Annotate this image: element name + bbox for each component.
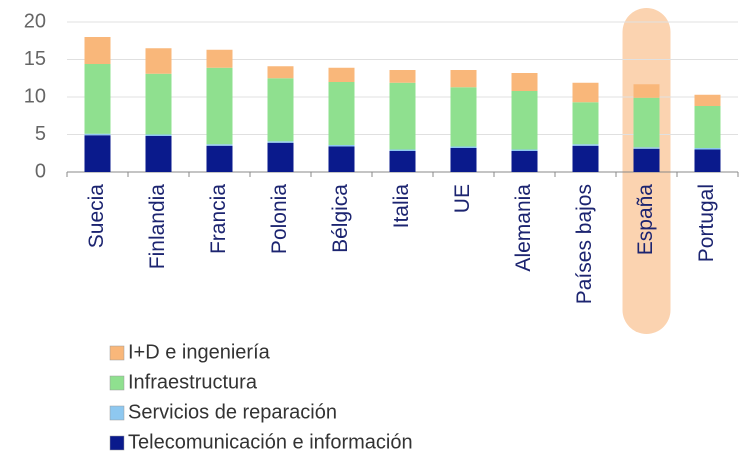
bar-segment (145, 134, 172, 136)
bar-segment (511, 73, 538, 91)
x-tick-label: UE (451, 184, 474, 213)
bar-segment (389, 149, 416, 151)
y-tick-label: 10 (24, 85, 46, 107)
bar-segment (633, 148, 660, 172)
bar-segment (206, 67, 233, 145)
bar-segment (84, 135, 111, 172)
bar-segment (572, 144, 599, 146)
bar-segment (145, 136, 172, 172)
bar-segment (389, 151, 416, 172)
y-tick-label: 5 (35, 123, 46, 145)
x-tick-label: Portugal (695, 184, 718, 262)
bar-segment (389, 70, 416, 83)
x-tick-label: Italia (390, 184, 413, 229)
bar-segment (511, 151, 538, 172)
x-tick-label: Suecia (85, 184, 108, 249)
bar-segment (84, 133, 111, 136)
bar-segment (206, 145, 233, 172)
bar-segment (84, 37, 111, 64)
legend-label: Telecomunicación e información (128, 431, 413, 453)
bar-segment (694, 94, 721, 106)
x-tick-label: Finlandia (146, 184, 169, 270)
bar-segment (633, 84, 660, 98)
bar-segment (145, 48, 172, 74)
bar-segment (511, 91, 538, 150)
bar-segment (328, 146, 355, 172)
bar-segment (389, 82, 416, 150)
bar-segment (511, 149, 538, 151)
bar-segment (328, 145, 355, 147)
bar-segment (633, 97, 660, 148)
bar-segment (145, 73, 172, 135)
legend-swatch (109, 375, 125, 391)
bar-segment (633, 147, 660, 149)
bar-segment (572, 145, 599, 172)
bar-segment (694, 149, 721, 172)
bar-segment (267, 142, 294, 172)
legend-label: Infraestructura (128, 371, 258, 393)
y-tick-label: 15 (24, 48, 46, 70)
y-tick-label: 0 (35, 160, 46, 182)
x-tick-label: España (634, 184, 657, 256)
bar-segment (267, 66, 294, 79)
bar-segment (450, 148, 477, 172)
y-tick-label: 20 (24, 10, 46, 32)
x-tick-label: Polonia (268, 184, 291, 254)
bar-segment (572, 82, 599, 103)
legend-label: Servicios de reparación (128, 401, 337, 423)
bar-segment (267, 141, 294, 143)
bar-segment (328, 82, 355, 145)
legend-swatch (109, 345, 125, 361)
bar-segment (694, 106, 721, 148)
legend-swatch (109, 405, 125, 421)
x-tick-label: Alemania (512, 184, 535, 272)
bar-segment (450, 87, 477, 147)
bar-segment (450, 70, 477, 88)
bar-segment (84, 64, 111, 134)
x-tick-label: Países bajos (573, 184, 596, 304)
bar-segment (694, 148, 721, 150)
x-tick-label: Francia (207, 184, 230, 254)
bar-segment (267, 78, 294, 142)
bar-segment (572, 102, 599, 145)
bar-segment (328, 67, 355, 82)
legend-label: I+D e ingeniería (128, 341, 271, 363)
bar-segment (206, 49, 233, 68)
x-tick-label: Bélgica (329, 184, 352, 253)
bar-segment (450, 146, 477, 148)
bar-segment (206, 144, 233, 146)
legend-swatch (109, 435, 125, 451)
